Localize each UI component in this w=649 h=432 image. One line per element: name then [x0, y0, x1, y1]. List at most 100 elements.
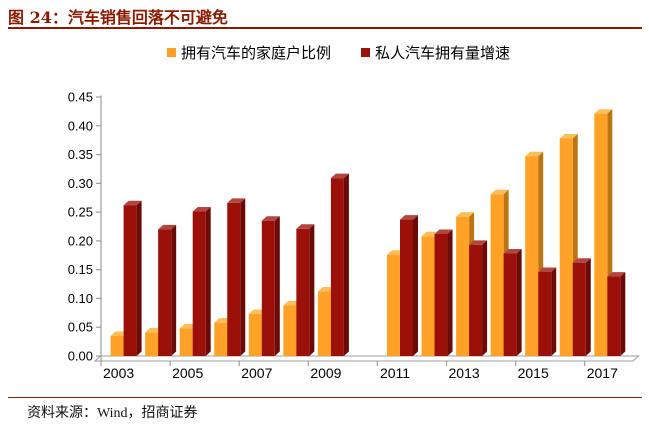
y-tick-label: 0.15	[68, 262, 93, 277]
bar-top-face	[434, 229, 453, 234]
bar-front-face	[317, 291, 331, 356]
x-tick-label: 2013	[449, 365, 480, 381]
y-tick-label: 0.30	[68, 176, 93, 191]
bar-front-face	[572, 262, 586, 356]
source-note: 资料来源：Wind，招商证券	[27, 406, 198, 421]
legend-item-private-car-growth: 私人汽车拥有量增速	[361, 42, 510, 63]
floor-3d	[93, 355, 640, 362]
bar-side-face	[136, 200, 142, 356]
bar-front-face	[594, 113, 608, 357]
title-rule	[8, 27, 642, 29]
x-tick-label: 2007	[241, 365, 272, 381]
bar-top-face	[572, 258, 591, 263]
bar-top-face	[594, 109, 613, 114]
bar-front-face	[525, 156, 539, 356]
bar-front-face	[110, 335, 124, 356]
y-tick-label: 0.35	[68, 147, 93, 162]
bar-2016-series1	[572, 258, 591, 356]
bar-2004-series1	[158, 224, 177, 356]
bar-side-face	[551, 267, 557, 356]
x-tick-label: 2005	[172, 365, 203, 381]
figure-title: 图 24：汽车销售回落不可避免	[8, 8, 228, 27]
x-tick-label: 2011	[380, 365, 410, 381]
bar-top-face	[330, 173, 349, 179]
bar-front-face	[538, 271, 552, 356]
y-tick-label: 0.45	[68, 90, 93, 105]
bar-2011-series1	[400, 215, 418, 356]
bar-side-face	[274, 216, 280, 356]
y-tick-label: 0.25	[68, 205, 93, 220]
x-tick-label: 2003	[103, 365, 134, 381]
bar-top-face	[400, 215, 418, 220]
bar-top-face	[538, 267, 557, 272]
bar-front-face	[296, 228, 310, 356]
bar-2017-series1	[607, 272, 626, 356]
bar-front-face	[158, 229, 172, 356]
y-tick-label: 0.40	[68, 118, 93, 133]
y-tick-label: 0.00	[68, 349, 93, 364]
legend-label-private-car-growth: 私人汽车拥有量增速	[375, 45, 511, 62]
bar-top-face	[296, 224, 315, 229]
legend-swatch-darkred-icon	[361, 48, 370, 57]
bar-top-face	[456, 212, 475, 217]
bar-side-face	[620, 272, 626, 356]
bar-2014-series1	[503, 249, 522, 356]
x-tick-label: 2009	[310, 365, 341, 381]
bar-front-face	[490, 194, 504, 356]
bar-side-face	[343, 173, 349, 356]
y-tick-label: 0.05	[68, 320, 93, 335]
bar-top-face	[123, 200, 142, 206]
legend-swatch-orange-icon	[166, 48, 176, 57]
bar-top-face	[490, 189, 509, 195]
bar-front-face	[330, 178, 344, 356]
bar-2013-series1	[469, 240, 488, 356]
bar-top-face	[227, 198, 246, 203]
bar-top-face	[607, 272, 626, 277]
bar-front-face	[400, 219, 413, 356]
bar-side-face	[205, 207, 211, 356]
bar-front-face	[283, 305, 297, 356]
bar-front-face	[192, 211, 206, 356]
x-tick-label: 2015	[518, 365, 549, 381]
bar-front-face	[227, 202, 241, 356]
bar-front-face	[469, 244, 483, 356]
bar-2015-series1	[538, 267, 557, 356]
bar-2007-series1	[261, 216, 280, 356]
bar-side-face	[413, 215, 418, 356]
bar-2005-series1	[192, 207, 211, 356]
bar-top-face	[158, 224, 177, 230]
bar-top-face	[261, 216, 280, 221]
bar-front-face	[456, 216, 470, 356]
bar-side-face	[447, 229, 453, 356]
bar-side-face	[171, 224, 177, 356]
bar-front-face	[503, 253, 517, 356]
x-tick-label: 2017	[587, 365, 618, 381]
bar-front-face	[179, 328, 193, 356]
bar-front-face	[145, 332, 159, 356]
bar-side-face	[516, 249, 522, 356]
legend-label-household-car-ratio: 拥有汽车的家庭户比例	[180, 45, 331, 62]
bar-front-face	[421, 236, 435, 356]
bar-side-face	[585, 258, 591, 356]
bar-front-face	[248, 313, 262, 356]
bar-side-face	[240, 198, 246, 356]
bar-front-face	[434, 233, 448, 356]
bar-top-face	[503, 249, 522, 254]
bar-2008-series1	[296, 224, 315, 356]
chart-legend: 拥有汽车的家庭户比例 私人汽车拥有量增速	[0, 42, 649, 63]
bar-front-face	[261, 220, 275, 356]
bar-front-face	[123, 205, 137, 356]
bar-top-face	[559, 133, 578, 139]
bar-side-face	[309, 224, 315, 356]
footer-rule	[8, 397, 642, 398]
bar-2012-series1	[434, 229, 453, 356]
bar-top-face	[192, 207, 211, 212]
bar-top-face	[525, 151, 544, 157]
bar-front-face	[214, 322, 228, 356]
bar-2006-series1	[227, 198, 246, 356]
bar-front-face	[559, 138, 573, 356]
bar-side-face	[482, 240, 488, 356]
bar-top-face	[469, 240, 488, 245]
bar-2009-series1	[330, 173, 349, 356]
